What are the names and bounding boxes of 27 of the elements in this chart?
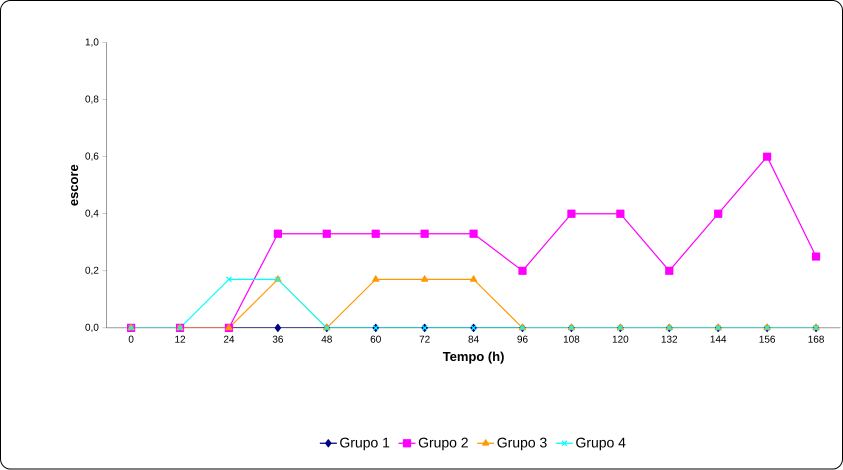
y-tick-label: 1,0 bbox=[86, 38, 98, 47]
legend-label: Grupo 2 bbox=[418, 438, 468, 451]
x-tick-label: 72 bbox=[420, 336, 430, 343]
legend-label: Grupo 1 bbox=[340, 438, 390, 451]
legend-label: Grupo 3 bbox=[498, 438, 547, 451]
x-tick-label: 108 bbox=[564, 336, 580, 343]
x-tick-label: 144 bbox=[710, 336, 726, 343]
x-tick-label: 60 bbox=[370, 336, 381, 343]
x-tick-label: 36 bbox=[272, 336, 283, 343]
y-tick-label: 0,6 bbox=[85, 152, 98, 162]
x-tick-label: 0 bbox=[128, 336, 134, 343]
x-tick-label: 24 bbox=[224, 336, 234, 343]
y-axis-title: escore bbox=[71, 164, 78, 206]
x-tick-label: 132 bbox=[662, 336, 678, 343]
x-tick-label: 84 bbox=[468, 336, 479, 343]
x-tick-label: 12 bbox=[175, 336, 186, 343]
y-tick-label: 0,2 bbox=[85, 266, 98, 276]
legend-label: Grupo 4 bbox=[576, 438, 626, 451]
y-tick-label: 0,8 bbox=[85, 96, 98, 104]
y-tick-label: 0,0 bbox=[85, 324, 98, 332]
x-tick-label: 96 bbox=[517, 336, 528, 343]
x-tick-label: 120 bbox=[612, 336, 628, 343]
x-tick-label: 156 bbox=[760, 336, 776, 343]
x-tick-label: 168 bbox=[808, 336, 824, 343]
x-tick-label: 48 bbox=[321, 336, 332, 343]
y-tick-label: 0,4 bbox=[85, 210, 99, 218]
x-axis-title: Tempo (h) bbox=[442, 352, 504, 364]
